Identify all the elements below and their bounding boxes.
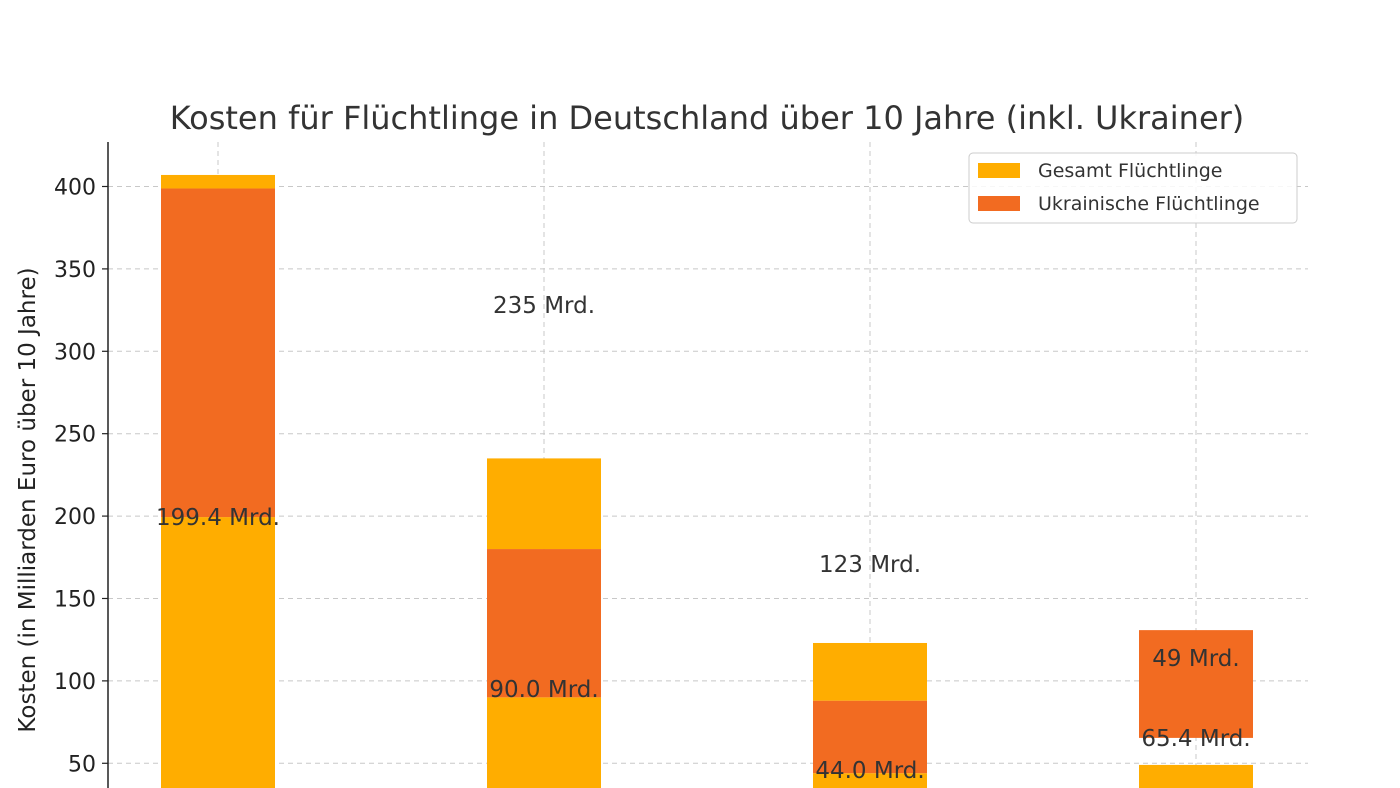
y-axis	[102, 142, 109, 788]
data-label: 49 Mrd.	[1152, 646, 1239, 672]
bars	[161, 174, 1253, 788]
bar-segment-ukrainisch	[1139, 630, 1253, 738]
y-tick-label: 100	[54, 670, 96, 695]
data-label: 235 Mrd.	[493, 293, 595, 319]
legend-label-ukrainisch: Ukrainische Flüchtlinge	[1038, 193, 1260, 215]
data-label: 199.4 Mrd.	[156, 505, 280, 531]
bar-segment-ukrainisch	[161, 188, 275, 518]
bar-segment-gesamt	[161, 517, 275, 788]
bar-segment-gesamt	[813, 642, 927, 701]
y-tick-label: 150	[54, 587, 96, 612]
y-tick-label: 250	[54, 423, 96, 448]
y-tick-label: 400	[54, 175, 96, 200]
y-tick-labels: 50 100 150 200 250 300 350 400	[54, 175, 96, 777]
y-tick-label: 50	[68, 752, 96, 777]
bar-segment-gesamt	[487, 697, 601, 788]
y-tick-label: 200	[54, 505, 96, 530]
data-label: 90.0 Mrd.	[489, 677, 598, 703]
data-label: 65.4 Mrd.	[1141, 726, 1250, 752]
data-label: 123 Mrd.	[819, 552, 921, 578]
y-tick-label: 350	[54, 258, 96, 283]
y-axis-label: Kosten (in Milliarden Euro über 10 Jahre…	[15, 267, 41, 732]
bar-segment-gesamt	[487, 458, 601, 550]
bar-segment-ukrainisch	[487, 549, 601, 698]
data-label: 44.0 Mrd.	[815, 758, 924, 784]
legend-label-gesamt: Gesamt Flüchtlinge	[1038, 160, 1223, 182]
legend-swatch-ukrainisch	[978, 196, 1020, 211]
bar-segment-ukrainisch	[813, 700, 927, 774]
legend: Gesamt Flüchtlinge Ukrainische Flüchtlin…	[968, 152, 1298, 224]
legend-box	[968, 152, 1298, 224]
y-tick-label: 300	[54, 340, 96, 365]
chart-title: Kosten für Flüchtlinge in Deutschland üb…	[170, 99, 1245, 137]
legend-swatch-gesamt	[978, 163, 1020, 178]
data-labels: 199.4 Mrd. 235 Mrd. 90.0 Mrd. 123 Mrd. 44.0 …	[156, 293, 1251, 784]
bar-segment-gesamt	[813, 773, 927, 788]
bar-segment-gesamt	[161, 174, 275, 189]
bar-segment-gesamt	[1139, 764, 1253, 788]
grid	[108, 142, 1308, 788]
